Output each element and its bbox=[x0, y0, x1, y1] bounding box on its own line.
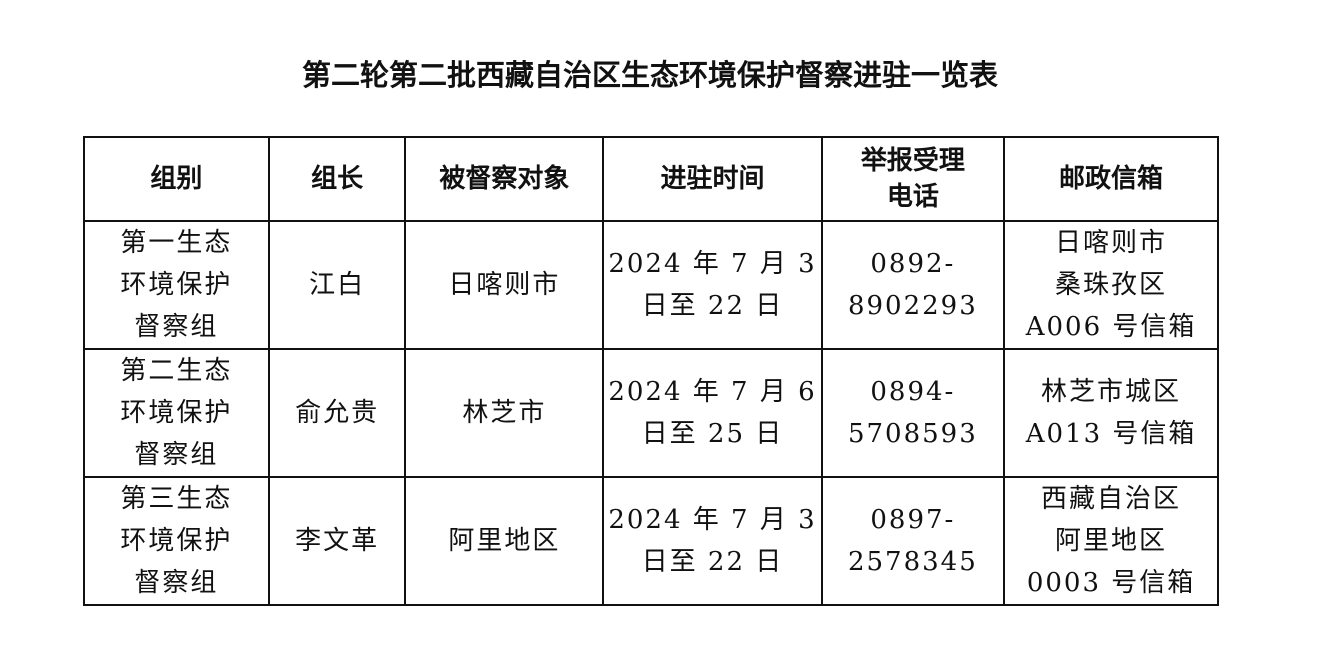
cell-line: 0897- bbox=[870, 505, 956, 535]
cell-line: 0892- bbox=[870, 249, 956, 279]
cell-line: 日至 22 日 bbox=[641, 291, 784, 321]
cell-line: 第二生态 bbox=[120, 356, 233, 386]
cell-leader: 俞允贵 bbox=[267, 348, 407, 478]
cell-period: 2024 年 7 月 3 日至 22 日 bbox=[602, 220, 823, 350]
cell-line: 环境保护 bbox=[120, 398, 233, 428]
cell-line: 举报受理 bbox=[860, 146, 965, 176]
header-leader: 组长 bbox=[267, 136, 407, 222]
cell-line: 组长 bbox=[311, 164, 364, 194]
table-header-row: 组别 组长 被督察对象 进驻时间 举报受理电话 邮政信箱 bbox=[83, 136, 1219, 222]
cell-mailbox: 林芝市城区 A013 号信箱 bbox=[1003, 348, 1219, 478]
cell-line: 进驻时间 bbox=[660, 164, 765, 194]
cell-line: 西藏自治区 bbox=[1041, 484, 1182, 514]
cell-line: 日至 25 日 bbox=[641, 419, 784, 449]
cell-phone: 0894- 5708593 bbox=[820, 348, 1006, 478]
cell-line: 林芝市 bbox=[462, 398, 547, 428]
header-period: 进驻时间 bbox=[602, 136, 823, 222]
header-target: 被督察对象 bbox=[404, 136, 605, 222]
cell-line: 督察组 bbox=[134, 312, 219, 342]
cell-line: 8902293 bbox=[847, 291, 978, 321]
cell-period: 2024 年 7 月 6 日至 25 日 bbox=[602, 348, 823, 478]
cell-line: 组别 bbox=[150, 164, 203, 194]
inspection-table: 组别 组长 被督察对象 进驻时间 举报受理 电话 邮政信箱 第一生态 环境保护 督察组 江白 日喀则… bbox=[83, 136, 1219, 606]
cell-line: 2024 年 7 月 3 bbox=[608, 505, 817, 535]
cell-line: 环境保护 bbox=[120, 270, 233, 300]
table-row: 第一生态环境保护督察组 江白 日喀则市 2024 年 7 月 3 日至 22 日 0892… bbox=[83, 220, 1219, 350]
header-phone: 举报受理 电话 bbox=[820, 136, 1006, 222]
cell-line: 江白 bbox=[309, 270, 366, 300]
document-title: 第二轮第二批西藏自治区生态环境保护督察进驻一览表 bbox=[301, 58, 998, 92]
cell-line: 日至 22 日 bbox=[641, 547, 784, 577]
cell-group: 第二生态环境保护督察组 bbox=[83, 348, 270, 478]
cell-line: 日喀则市 bbox=[1055, 228, 1168, 258]
cell-leader: 江白 bbox=[267, 220, 407, 350]
cell-line: A013 号信箱 bbox=[1025, 419, 1197, 449]
cell-line: 5708593 bbox=[847, 419, 978, 449]
cell-phone: 0897- 2578345 bbox=[820, 476, 1006, 606]
table-row: 第三生态 环境保护 督察组 李文革 阿里地区 2024 年 7 月 3 日至 22 日 089… bbox=[83, 476, 1219, 606]
cell-mailbox: 西藏自治区阿里地区 0003 号信箱 bbox=[1003, 476, 1219, 606]
cell-target: 阿里地区 bbox=[404, 476, 605, 606]
cell-line: 林芝市城区 bbox=[1041, 377, 1182, 407]
cell-phone: 0892- 8902293 bbox=[820, 220, 1006, 350]
cell-line: 2024 年 7 月 6 bbox=[608, 377, 817, 407]
cell-line: 电话 bbox=[886, 182, 939, 212]
cell-line: 被督察对象 bbox=[439, 164, 570, 194]
cell-line: 2578345 bbox=[847, 547, 978, 577]
cell-line: 李文革 bbox=[295, 526, 380, 556]
cell-line: 督察组 bbox=[134, 568, 219, 598]
cell-target: 林芝市 bbox=[404, 348, 605, 478]
cell-line: 2024 年 7 月 3 bbox=[608, 249, 817, 279]
cell-line: 第三生态 bbox=[120, 484, 233, 514]
cell-group: 第三生态环境保护督察组 bbox=[83, 476, 270, 606]
cell-line: 俞允贵 bbox=[295, 398, 380, 428]
cell-group: 第一生态环境保护督察组 bbox=[83, 220, 270, 350]
cell-line: 桑珠孜区 bbox=[1055, 270, 1168, 300]
cell-target: 日喀则市 bbox=[404, 220, 605, 350]
cell-line: 阿里地区 bbox=[1055, 526, 1168, 556]
cell-line: 0894- bbox=[870, 377, 956, 407]
header-group: 组别 bbox=[83, 136, 270, 222]
cell-line: 日喀则市 bbox=[448, 270, 561, 300]
header-mailbox: 邮政信箱 bbox=[1003, 136, 1219, 222]
cell-mailbox: 日喀则市桑珠孜区 A006 号信箱 bbox=[1003, 220, 1219, 350]
cell-line: A006 号信箱 bbox=[1025, 312, 1197, 342]
cell-line: 阿里地区 bbox=[448, 526, 561, 556]
cell-line: 邮政信箱 bbox=[1059, 164, 1164, 194]
cell-line: 督察组 bbox=[134, 440, 219, 470]
table-row: 第二生态 环境保护 督察组 俞允贵 林芝市 2024 年 7 月 6 日至 25 日 0894… bbox=[83, 348, 1219, 478]
cell-line: 第一生态 bbox=[120, 228, 233, 258]
cell-line: 0003 号信箱 bbox=[1026, 568, 1196, 598]
cell-leader: 李文革 bbox=[267, 476, 407, 606]
cell-period: 2024 年 7 月 3 日至 22 日 bbox=[602, 476, 823, 606]
cell-line: 环境保护 bbox=[120, 526, 233, 556]
